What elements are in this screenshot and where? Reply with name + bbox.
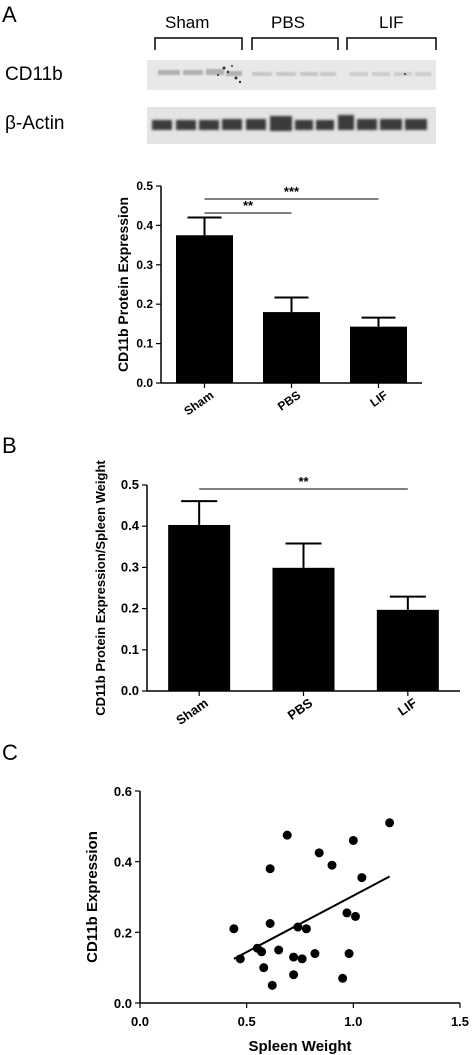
chart-c-data-point bbox=[289, 970, 299, 980]
chart-c-x-tick-label: 1.5 bbox=[451, 1014, 469, 1029]
bracket-sham bbox=[154, 37, 243, 50]
chart-a-y-tick-label: 0.3 bbox=[136, 258, 153, 272]
chart-c-y-tick-label: 0.6 bbox=[114, 784, 132, 799]
chart-a-y-tick-label: 0.5 bbox=[136, 179, 153, 193]
chart-b-y-axis-label: CD11b Protein Expression/Spleen Weight bbox=[93, 460, 108, 716]
chart-b-category-label: LIF bbox=[395, 695, 420, 719]
chart-b-category-label: PBS bbox=[285, 695, 316, 723]
blot-group-label-sham: Sham bbox=[165, 13, 210, 32]
chart-c-y-tick-label: 0.0 bbox=[114, 996, 132, 1011]
bracket-pbs bbox=[251, 37, 339, 50]
chart-c-y-axis-label: CD11b Expression bbox=[84, 831, 101, 963]
bracket-lif bbox=[346, 37, 437, 50]
chart-a-category-label: Sham bbox=[181, 388, 216, 418]
chart-a-y-tick-label: 0.1 bbox=[136, 337, 153, 351]
chart-a-bar-pbs bbox=[263, 312, 320, 383]
chart-c-data-point bbox=[344, 949, 354, 959]
blot-brackets bbox=[154, 37, 437, 50]
chart-b-bar-lif bbox=[376, 609, 439, 691]
chart-c-data-point bbox=[282, 830, 292, 840]
chart-c-fit-line bbox=[233, 875, 391, 960]
chart-b-bar-sham bbox=[168, 524, 231, 691]
chart-b-y-tick-label: 0.0 bbox=[121, 683, 139, 698]
blot-row-label-cd11b: CD11b bbox=[5, 64, 63, 85]
chart-c-data-point bbox=[327, 860, 337, 870]
chart-c-data-point bbox=[310, 949, 320, 959]
chart-a-significance-label: *** bbox=[284, 184, 300, 199]
chart-c-data-point bbox=[274, 945, 284, 955]
chart-c-data-point bbox=[257, 947, 267, 957]
chart-c-data-point bbox=[342, 908, 352, 918]
chart-c-data-point bbox=[259, 963, 269, 973]
chart-a-bar-sham bbox=[176, 235, 233, 383]
blot-row-label-actin: β-Actin bbox=[5, 113, 65, 134]
chart-c-data-point bbox=[338, 973, 348, 983]
chart-a-bar-lif bbox=[350, 326, 407, 383]
chart-c-data-point bbox=[301, 924, 311, 934]
chart-c-data-point bbox=[229, 924, 239, 934]
chart-c-data-point bbox=[265, 919, 275, 928]
chart-c-data-point bbox=[357, 873, 367, 883]
chart-b-y-tick-label: 0.1 bbox=[121, 642, 139, 657]
chart-c-x-tick-label: 0.0 bbox=[131, 1014, 149, 1029]
chart-c-x-axis-label: Spleen Weight bbox=[248, 1038, 351, 1055]
chart-a-category-label: PBS bbox=[275, 388, 303, 414]
chart-b-category-label: Sham bbox=[173, 695, 211, 728]
chart-a-significance-label: ** bbox=[243, 198, 254, 213]
chart-c-data-point bbox=[350, 911, 360, 921]
chart-c-data-point bbox=[265, 864, 275, 874]
panel-letter-b: B bbox=[2, 433, 17, 458]
chart-a-y-axis-label: CD11b Protein Expression bbox=[115, 197, 131, 372]
chart-c-y-tick-label: 0.4 bbox=[114, 855, 133, 870]
chart-c-data-point bbox=[267, 980, 277, 990]
panel-letter-a: A bbox=[2, 2, 17, 27]
chart-c-y-tick-label: 0.2 bbox=[114, 925, 132, 940]
chart-c-data-point bbox=[314, 848, 324, 858]
blot-group-label-pbs: PBS bbox=[271, 13, 306, 32]
chart-c-x-tick-label: 1.0 bbox=[344, 1014, 362, 1029]
chart-b-y-tick-label: 0.2 bbox=[121, 601, 139, 616]
chart-b-y-tick-label: 0.5 bbox=[121, 477, 139, 492]
chart-c-data-point bbox=[348, 835, 358, 845]
panel-letter-c: C bbox=[2, 740, 18, 765]
chart-a-category-label: LIF bbox=[367, 388, 390, 410]
chart-c-data-point bbox=[297, 954, 307, 964]
blot-strip-actin bbox=[147, 107, 436, 144]
chart-b-y-tick-label: 0.3 bbox=[121, 559, 139, 574]
blot-group-label-lif: LIF bbox=[379, 13, 404, 32]
blot-strip-cd11b bbox=[147, 60, 436, 90]
chart-a-y-tick-label: 0.2 bbox=[136, 297, 153, 311]
chart-c-x-tick-label: 0.5 bbox=[238, 1014, 256, 1029]
chart-c-data-point bbox=[385, 818, 395, 828]
chart-panel-b: 0.0 0.1 0.2 0.3 0.4 0.5 Sham PBS LIF ** CD11b Prot… bbox=[93, 460, 460, 728]
chart-c-data-point bbox=[289, 952, 299, 962]
chart-a-y-tick-label: 0.4 bbox=[136, 218, 153, 232]
chart-panel-c: 0.0 0.2 0.4 0.6 0.0 0.5 1.0 1.5 Spleen Weight CD1… bbox=[84, 784, 469, 1055]
chart-b-bar-pbs bbox=[272, 567, 335, 691]
chart-a-y-tick-label: 0.0 bbox=[136, 376, 153, 390]
chart-b-significance-label: ** bbox=[298, 474, 309, 489]
chart-b-y-tick-label: 0.4 bbox=[121, 518, 140, 533]
